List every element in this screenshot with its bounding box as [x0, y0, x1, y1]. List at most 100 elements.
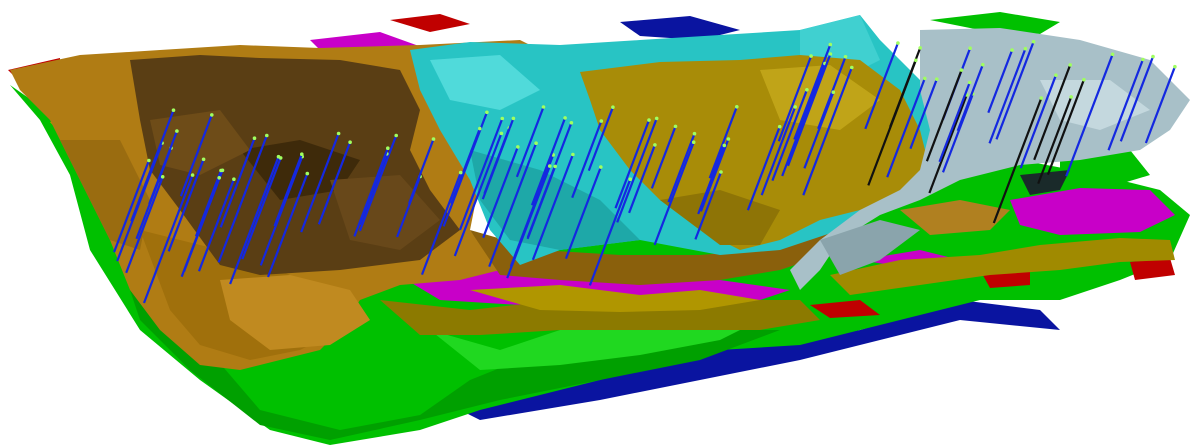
- silver-light: [1040, 80, 1150, 130]
- well-line: [616, 118, 658, 223]
- red-right-1: [810, 300, 880, 318]
- well-head-marker: [726, 137, 731, 141]
- green-top-right: [930, 12, 1060, 34]
- well-line: [273, 153, 303, 227]
- well-head-marker: [828, 42, 833, 47]
- well-head-marker: [147, 158, 151, 163]
- well-head-marker: [599, 165, 603, 169]
- well-head-marker: [252, 136, 257, 140]
- well-head-marker: [1031, 39, 1036, 44]
- green-top-right-2: [1060, 150, 1150, 190]
- well-line: [1033, 64, 1072, 161]
- well-line: [987, 49, 1014, 114]
- well-line: [928, 94, 968, 194]
- well-head-marker: [1054, 73, 1058, 77]
- green-base-light: [430, 320, 760, 370]
- well-head-marker: [500, 116, 505, 121]
- olive-mid-light: [470, 285, 760, 312]
- well-line: [1019, 74, 1057, 169]
- well-line: [708, 106, 738, 179]
- brown-right-patch: [900, 200, 1010, 235]
- layer-basement: [440, 16, 1060, 420]
- well-line: [179, 114, 213, 197]
- layer-silver: [790, 28, 1190, 290]
- well-line: [564, 166, 602, 259]
- well-head-marker: [431, 137, 436, 141]
- well-line: [771, 89, 808, 181]
- well-line: [407, 138, 435, 204]
- well-head-marker: [300, 152, 304, 156]
- well-head-marker: [843, 55, 848, 59]
- well-head-marker: [265, 133, 269, 138]
- well-line: [793, 44, 832, 140]
- well-head-marker: [276, 154, 281, 159]
- well-head-marker: [336, 131, 341, 136]
- well-head-marker: [831, 90, 836, 94]
- well-line: [956, 64, 984, 132]
- well-line: [697, 145, 726, 215]
- well-line: [530, 117, 567, 206]
- well-head-marker: [981, 62, 985, 67]
- well-line: [995, 41, 1035, 140]
- well-line: [1119, 56, 1155, 142]
- well-head-marker: [735, 105, 739, 109]
- well-line: [217, 135, 268, 263]
- silver-shade: [820, 220, 920, 275]
- well-head-marker: [171, 108, 176, 112]
- well-line: [650, 126, 677, 189]
- well-line: [925, 69, 963, 162]
- well-head-marker: [232, 177, 236, 181]
- well-head-marker: [305, 171, 310, 176]
- well-head-marker: [175, 129, 179, 133]
- well-head-marker: [571, 152, 575, 157]
- well-head-marker: [673, 124, 678, 129]
- well-line: [300, 133, 340, 233]
- well-line: [531, 154, 574, 261]
- well-head-marker: [692, 131, 697, 136]
- brown-shade-1: [60, 140, 150, 250]
- brown-light-1: [220, 275, 370, 350]
- well-line: [746, 126, 781, 211]
- well-head-marker: [599, 119, 604, 123]
- well-line: [142, 174, 194, 304]
- well-head-marker: [959, 68, 964, 72]
- well-head-marker: [1069, 95, 1073, 99]
- well-head-marker: [628, 177, 633, 181]
- well-head-marker: [777, 124, 782, 129]
- magenta-right: [1010, 188, 1175, 235]
- well-line: [803, 91, 835, 169]
- well-head-marker: [850, 65, 854, 70]
- olive-right: [830, 238, 1175, 295]
- well-line: [786, 53, 832, 167]
- well-head-marker: [935, 77, 939, 81]
- well-head-marker: [722, 143, 727, 148]
- well-line: [694, 171, 723, 240]
- well-line: [259, 156, 304, 266]
- well-line: [1107, 59, 1144, 151]
- well-trajectories: [113, 39, 1177, 304]
- well-line: [760, 106, 797, 196]
- well-line: [653, 141, 695, 246]
- well-head-marker: [809, 54, 813, 58]
- well-head-marker: [563, 116, 567, 120]
- well-line: [229, 156, 280, 285]
- well-line: [266, 173, 309, 278]
- well-head-marker: [654, 116, 659, 121]
- red-right-2: [1130, 258, 1175, 280]
- well-head-marker: [967, 80, 972, 85]
- well-head-marker: [541, 105, 546, 109]
- well-line: [886, 78, 926, 178]
- well-head-marker: [201, 157, 206, 162]
- well-line: [197, 178, 235, 272]
- well-line: [1065, 53, 1114, 177]
- well-head-marker: [190, 173, 195, 177]
- well-head-marker: [1151, 54, 1155, 59]
- well-head-marker: [219, 168, 223, 173]
- well-head-marker: [1068, 63, 1072, 67]
- well-head-marker: [534, 141, 538, 145]
- well-head-marker: [485, 110, 489, 115]
- red-top: [390, 14, 470, 32]
- well-line: [450, 128, 481, 205]
